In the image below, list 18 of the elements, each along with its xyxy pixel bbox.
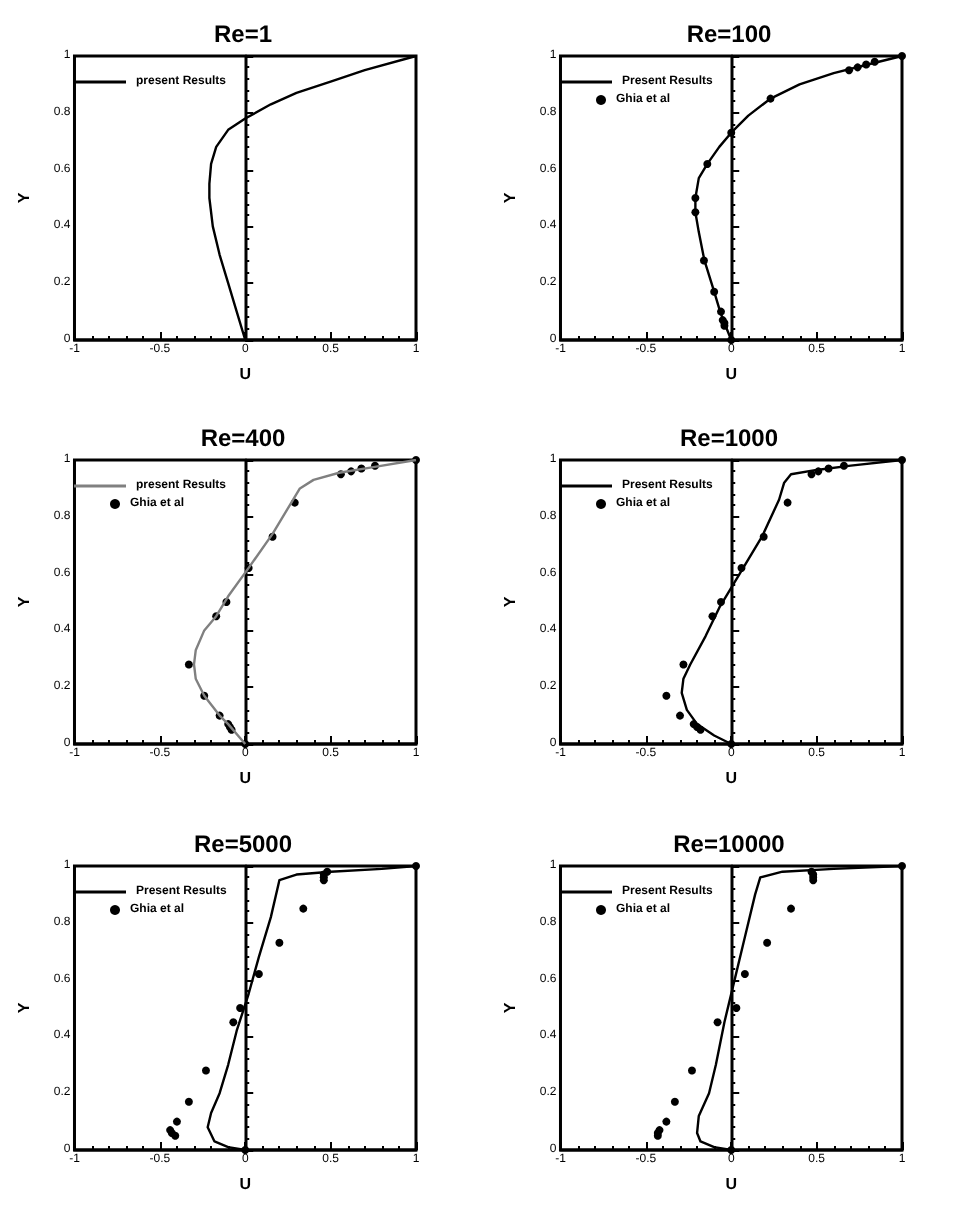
chart-title: Re=1000 <box>679 424 779 453</box>
chart-title: Re=1 <box>213 20 273 48</box>
x-axis-title: U <box>725 1174 738 1193</box>
chart-title: Re=10000 <box>673 829 786 858</box>
x-axis-title: U <box>239 364 252 383</box>
x-axis-title: U <box>239 1174 252 1193</box>
chart-title: Re=100 <box>686 20 773 48</box>
x-axis-title: U <box>239 769 252 788</box>
x-axis-title: U <box>725 769 738 788</box>
x-axis-title: U <box>725 364 738 383</box>
y-axis-title: Y <box>15 596 33 608</box>
chart-title: Re=5000 <box>193 829 293 858</box>
y-axis-title: Y <box>501 191 519 204</box>
chart-title: Re=400 <box>200 424 287 453</box>
y-axis-title: Y <box>15 1000 33 1013</box>
y-axis-title: Y <box>15 191 33 204</box>
y-axis-title: Y <box>501 596 519 608</box>
y-axis-title: Y <box>501 1000 519 1013</box>
